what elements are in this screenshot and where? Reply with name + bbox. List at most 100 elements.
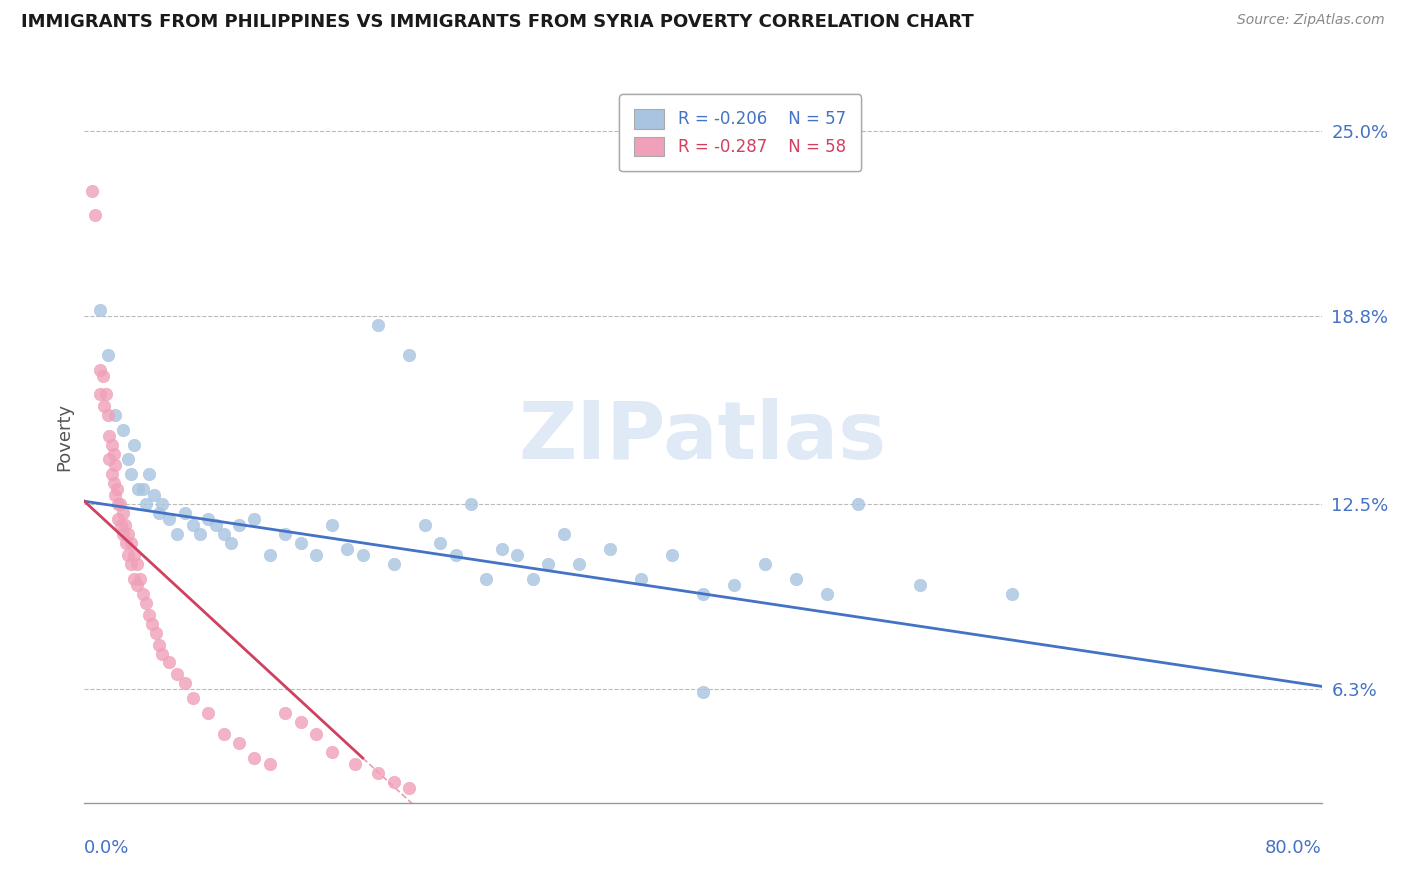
Point (129, 572, 152, 586)
Point (174, 676, 197, 690)
Point (321, 745, 343, 759)
Point (148, 506, 170, 520)
Point (243, 751, 266, 765)
Point (290, 715, 312, 730)
Point (321, 518, 343, 533)
Point (122, 572, 145, 586)
Point (166, 527, 188, 541)
Point (754, 557, 776, 571)
Point (336, 542, 359, 557)
Point (98, 452, 121, 467)
Point (219, 536, 242, 550)
Point (159, 512, 180, 526)
Point (105, 483, 128, 497)
Point (352, 548, 374, 562)
Point (159, 656, 180, 670)
Text: 0.0%: 0.0% (84, 838, 129, 856)
Point (104, 408, 127, 422)
Point (112, 506, 135, 520)
Point (398, 348, 420, 362)
Point (91, 368, 114, 383)
Text: ZIPatlas: ZIPatlas (519, 398, 887, 476)
Point (274, 706, 297, 721)
Point (138, 607, 160, 622)
Point (398, 780, 420, 795)
Point (1001, 587, 1024, 601)
Y-axis label: Poverty: Poverty (55, 403, 73, 471)
Point (212, 727, 235, 741)
Point (117, 452, 139, 467)
Point (491, 542, 513, 557)
Point (382, 557, 405, 571)
Point (125, 557, 148, 571)
Point (110, 518, 132, 533)
Point (104, 458, 127, 473)
Point (84, 208, 107, 222)
Point (181, 691, 204, 706)
Legend: R = -0.206    N = 57, R = -0.287    N = 58: R = -0.206 N = 57, R = -0.287 N = 58 (620, 95, 860, 171)
Point (568, 557, 591, 571)
Point (785, 572, 807, 586)
Point (132, 587, 155, 601)
Point (89, 363, 111, 377)
Point (114, 518, 136, 533)
Point (120, 467, 142, 482)
Point (197, 512, 219, 526)
Text: IMMIGRANTS FROM PHILIPPINES VS IMMIGRANTS FROM SYRIA POVERTY CORRELATION CHART: IMMIGRANTS FROM PHILIPPINES VS IMMIGRANT… (21, 13, 974, 31)
Point (205, 518, 228, 533)
Point (343, 756, 366, 771)
Point (103, 446, 125, 460)
Point (120, 536, 142, 550)
Point (846, 497, 869, 511)
Point (141, 616, 163, 631)
Point (599, 542, 621, 557)
Point (132, 483, 155, 497)
Point (174, 506, 197, 520)
Point (382, 775, 405, 789)
Point (150, 497, 173, 511)
Point (692, 587, 714, 601)
Point (166, 667, 188, 681)
Point (228, 518, 250, 533)
Point (107, 497, 129, 511)
Point (553, 527, 575, 541)
Point (305, 727, 328, 741)
Point (98, 428, 121, 442)
Point (290, 536, 312, 550)
Point (145, 625, 167, 640)
Point (522, 572, 544, 586)
Point (367, 766, 389, 780)
Point (228, 736, 250, 750)
Point (122, 437, 145, 451)
Point (188, 527, 211, 541)
Point (723, 578, 745, 592)
Point (112, 423, 135, 437)
Point (96, 348, 118, 362)
Point (692, 685, 714, 699)
Point (108, 497, 131, 511)
Point (101, 437, 124, 451)
Point (367, 318, 389, 332)
Point (815, 587, 838, 601)
Point (112, 527, 135, 541)
Point (89, 303, 111, 318)
Point (89, 386, 111, 401)
Point (103, 476, 125, 491)
Point (274, 527, 297, 541)
Point (305, 548, 328, 562)
Text: Source: ZipAtlas.com: Source: ZipAtlas.com (1237, 13, 1385, 28)
Point (138, 467, 160, 482)
Point (475, 572, 498, 586)
Point (908, 578, 931, 592)
Point (148, 638, 170, 652)
Point (506, 548, 529, 562)
Point (93, 399, 115, 413)
Point (96, 408, 118, 422)
Point (117, 548, 139, 562)
Point (460, 497, 482, 511)
Point (117, 527, 139, 541)
Point (104, 488, 127, 502)
Point (150, 647, 173, 661)
Text: 80.0%: 80.0% (1265, 838, 1322, 856)
Point (537, 557, 560, 571)
